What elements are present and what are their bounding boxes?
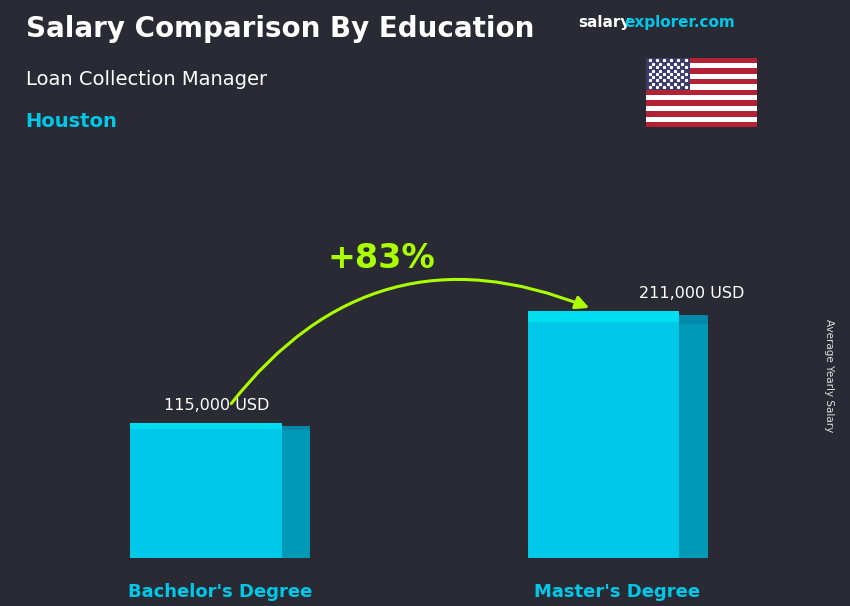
Bar xyxy=(646,84,756,90)
Text: Master's Degree: Master's Degree xyxy=(535,583,700,601)
Bar xyxy=(130,424,282,558)
Bar xyxy=(679,315,707,324)
Bar xyxy=(646,68,756,74)
Text: +83%: +83% xyxy=(327,242,435,275)
Bar xyxy=(646,79,756,84)
Text: Salary Comparison By Education: Salary Comparison By Education xyxy=(26,15,534,43)
Bar xyxy=(130,424,282,429)
Bar xyxy=(646,116,756,122)
Text: 115,000 USD: 115,000 USD xyxy=(164,398,269,413)
Text: salary: salary xyxy=(578,15,631,30)
Bar xyxy=(646,122,756,127)
Bar xyxy=(282,427,310,558)
Text: Average Yearly Salary: Average Yearly Salary xyxy=(824,319,834,432)
Bar xyxy=(646,101,756,106)
Text: 211,000 USD: 211,000 USD xyxy=(638,286,744,301)
Bar xyxy=(646,63,756,68)
Bar xyxy=(528,311,679,322)
Bar xyxy=(646,90,756,95)
Text: Loan Collection Manager: Loan Collection Manager xyxy=(26,70,267,88)
Bar xyxy=(646,58,756,63)
Bar xyxy=(646,74,756,79)
Bar xyxy=(679,319,707,558)
Bar xyxy=(646,58,690,90)
Bar xyxy=(646,111,756,116)
Text: explorer.com: explorer.com xyxy=(625,15,735,30)
Bar xyxy=(528,311,679,558)
Bar xyxy=(646,95,756,101)
Bar xyxy=(646,106,756,111)
Text: Bachelor's Degree: Bachelor's Degree xyxy=(128,583,312,601)
Bar xyxy=(282,425,310,430)
Text: Houston: Houston xyxy=(26,112,117,131)
